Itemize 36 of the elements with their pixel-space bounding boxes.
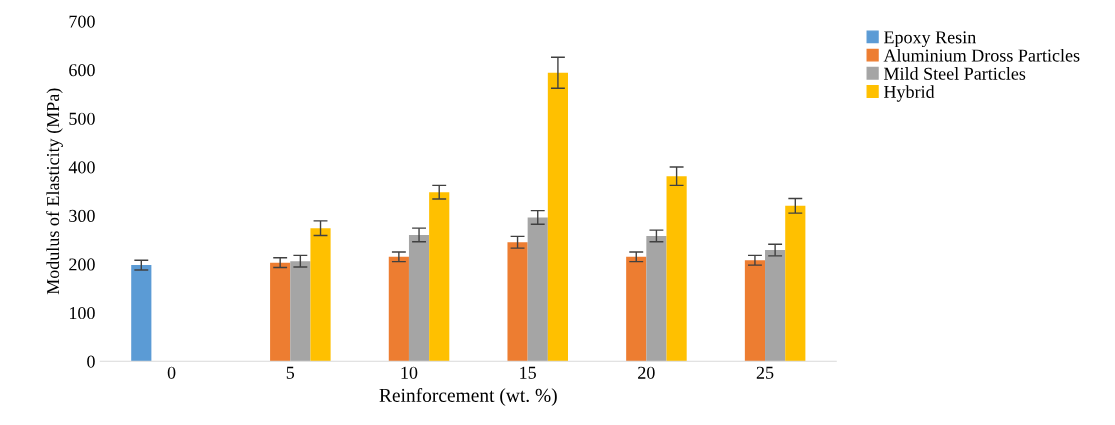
legend-label: Hybrid xyxy=(883,85,935,102)
x-axis-title: Reinforcement (wt. %) xyxy=(379,388,557,406)
bar xyxy=(765,250,786,362)
x-tick-label: 5 xyxy=(286,366,295,379)
legend-label: Mild Steel Particles xyxy=(883,67,1026,80)
bar xyxy=(646,235,667,362)
y-tick-label: 200 xyxy=(69,258,95,271)
y-tick-label: 600 xyxy=(69,64,95,77)
bar xyxy=(131,265,152,362)
bar xyxy=(290,261,311,362)
legend-label: Aluminium Dross Particles xyxy=(883,48,1080,62)
bar xyxy=(310,228,331,362)
bar xyxy=(507,242,528,362)
bar xyxy=(666,176,687,362)
bar xyxy=(270,262,291,362)
bar xyxy=(547,72,568,362)
bar xyxy=(527,217,548,362)
x-tick-label: 0 xyxy=(167,366,176,379)
bar xyxy=(408,234,430,362)
bar xyxy=(744,260,766,362)
x-tick-label: 15 xyxy=(520,366,536,379)
x-tick-label: 25 xyxy=(756,366,774,379)
x-tick-label: 20 xyxy=(638,366,655,379)
legend-label: Epoxy Resin xyxy=(883,31,976,48)
y-tick-label: 0 xyxy=(87,355,95,368)
bar xyxy=(626,256,647,362)
y-axis-title: Modulus of Elasticity (MPa) xyxy=(46,88,63,295)
y-tick-label: 300 xyxy=(69,209,95,222)
bar xyxy=(388,256,409,362)
y-tick-label: 700 xyxy=(69,15,95,28)
y-tick-label: 500 xyxy=(69,112,95,125)
y-tick-label: 100 xyxy=(69,306,95,320)
bar xyxy=(785,205,806,362)
x-tick-label: 10 xyxy=(401,366,418,379)
bar xyxy=(429,192,450,362)
y-tick-label: 400 xyxy=(68,161,95,174)
